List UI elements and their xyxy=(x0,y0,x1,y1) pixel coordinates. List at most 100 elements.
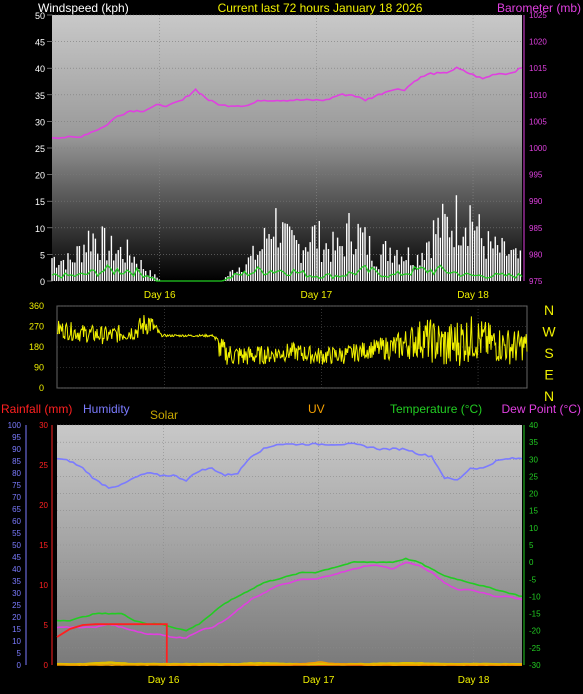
rainfall-tick-label: 25 xyxy=(39,461,48,470)
humidity-tick-label: 15 xyxy=(12,625,21,634)
wind-direction-trace xyxy=(56,315,528,366)
windspeed-tick-label: 45 xyxy=(35,38,45,48)
compass-label: E xyxy=(544,367,553,383)
temperature-tick-label: 5 xyxy=(529,541,534,550)
temperature-tick-label: 0 xyxy=(529,558,534,567)
rainfall-axis: 0 5 10 15 20 25 30 xyxy=(39,421,53,670)
compass-label: N xyxy=(544,388,554,404)
humidity-tick-label: 65 xyxy=(12,505,21,514)
humidity-tick-label: 35 xyxy=(12,577,21,586)
humidity-tick-label: 55 xyxy=(12,529,21,538)
panel1-series xyxy=(51,66,523,282)
panel2-series xyxy=(56,315,528,366)
temperature-tick-label: 15 xyxy=(529,507,538,516)
barometer-line xyxy=(52,66,523,140)
panel3-x-tick-label: Day 17 xyxy=(303,675,335,686)
windspeed-axis-title: Windspeed (kph) xyxy=(38,1,129,15)
windspeed-tick-label: 0 xyxy=(40,277,45,287)
panel3-x-axis: Day 16 Day 17 Day 18 xyxy=(148,675,490,686)
windspeed-tick-label: 50 xyxy=(35,11,45,21)
humidity-tick-label: 85 xyxy=(12,457,21,466)
barometer-axis: 975 980 985 990 995 1000 1005 1010 1015 1020 1025 xyxy=(523,11,547,286)
windspeed-tick-label: 20 xyxy=(35,171,45,181)
barometer-tick-label: 1020 xyxy=(529,38,547,47)
panel1-x-axis: Day 16 Day 17 Day 18 xyxy=(144,290,489,301)
rainfall-tick-label: 15 xyxy=(39,541,48,550)
panel1-x-tick-label: Day 18 xyxy=(457,290,489,301)
barometer-tick-label: 1025 xyxy=(529,11,547,20)
barometer-tick-label: 990 xyxy=(529,197,543,206)
temperature-tick-label: 40 xyxy=(529,421,538,430)
uv-label: UV xyxy=(308,402,325,416)
temperature-tick-label: 35 xyxy=(529,438,538,447)
dewpoint-line xyxy=(56,561,523,639)
barometer-axis-title: Barometer (mb) xyxy=(497,1,581,15)
dewpoint-label: Dew Point (°C) xyxy=(502,402,581,416)
humidity-axis: 0 5 10 15 20 25 30 35 40 45 50 55 60 65 70 75 80 85 90 95 10… xyxy=(8,421,27,670)
windspeed-tick-label: 10 xyxy=(35,224,45,234)
humidity-tick-label: 5 xyxy=(17,649,22,658)
rainfall-tick-label: 5 xyxy=(44,621,49,630)
compass-label: W xyxy=(542,324,556,340)
temperature-humidity-panel: 0510152025303540455055606570758085909510… xyxy=(1,402,581,686)
humidity-tick-label: 45 xyxy=(12,553,21,562)
temperature-tick-label: 20 xyxy=(529,490,538,499)
windspeed-axis: 0 5 10 15 20 25 30 35 40 45 50 xyxy=(35,11,52,287)
humidity-tick-label: 20 xyxy=(12,613,21,622)
direction-tick-label: 90 xyxy=(34,363,44,373)
temperature-tick-label: -15 xyxy=(529,610,541,619)
humidity-tick-label: 95 xyxy=(12,433,21,442)
rainfall-label: Rainfall (mm) xyxy=(1,402,72,416)
humidity-tick-label: 70 xyxy=(12,493,21,502)
wind-average-line xyxy=(51,264,523,282)
windspeed-tick-label: 30 xyxy=(35,117,45,127)
windspeed-tick-label: 40 xyxy=(35,64,45,74)
direction-tick-label: 0 xyxy=(39,383,44,393)
humidity-tick-label: 50 xyxy=(12,541,21,550)
compass-label: N xyxy=(544,302,554,318)
humidity-tick-label: 40 xyxy=(12,565,21,574)
windspeed-tick-label: 35 xyxy=(35,91,45,101)
temperature-label: Temperature (°C) xyxy=(390,402,482,416)
rainfall-tick-label: 30 xyxy=(39,421,48,430)
chart-title: Current last 72 hours January 18 2026 xyxy=(218,1,423,15)
humidity-tick-label: 30 xyxy=(12,589,21,598)
humidity-tick-label: 25 xyxy=(12,601,21,610)
barometer-tick-label: 995 xyxy=(529,171,543,180)
humidity-tick-label: 60 xyxy=(12,517,21,526)
temperature-tick-label: 10 xyxy=(529,524,538,533)
temperature-line xyxy=(56,557,523,632)
panel3-grid xyxy=(57,424,522,666)
temperature-tick-label: 30 xyxy=(529,455,538,464)
humidity-tick-label: 0 xyxy=(17,661,22,670)
panel1-x-tick-label: Day 17 xyxy=(301,290,333,301)
barometer-tick-label: 980 xyxy=(529,250,543,259)
rainfall-tick-label: 10 xyxy=(39,581,48,590)
temperature-axis: -30 -25 -20 -15 -10 -5 0 5 10 15 20 25 30 35 40 xyxy=(523,421,541,670)
humidity-line xyxy=(56,442,523,489)
humidity-tick-label: 10 xyxy=(12,637,21,646)
barometer-tick-label: 1005 xyxy=(529,117,547,126)
panel3-x-tick-label: Day 16 xyxy=(148,675,180,686)
humidity-tick-label: 100 xyxy=(8,421,22,430)
windspeed-tick-label: 5 xyxy=(40,250,45,260)
temperature-tick-label: -20 xyxy=(529,627,541,636)
barometer-tick-label: 1010 xyxy=(529,91,547,100)
windspeed-tick-label: 15 xyxy=(35,197,45,207)
temperature-tick-label: -30 xyxy=(529,661,541,670)
temperature-tick-label: -25 xyxy=(529,644,541,653)
windspeed-tick-label: 25 xyxy=(35,144,45,154)
direction-tick-label: 360 xyxy=(29,301,44,311)
temperature-tick-label: -10 xyxy=(529,592,541,601)
panel3-series xyxy=(56,442,523,667)
panel3-x-tick-label: Day 18 xyxy=(458,675,490,686)
barometer-tick-label: 1000 xyxy=(529,144,547,153)
solar-label: Solar xyxy=(150,408,178,422)
barometer-tick-label: 975 xyxy=(529,277,543,286)
temperature-tick-label: 25 xyxy=(529,472,538,481)
temperature-tick-label: -5 xyxy=(529,575,537,584)
humidity-tick-label: 90 xyxy=(12,445,21,454)
